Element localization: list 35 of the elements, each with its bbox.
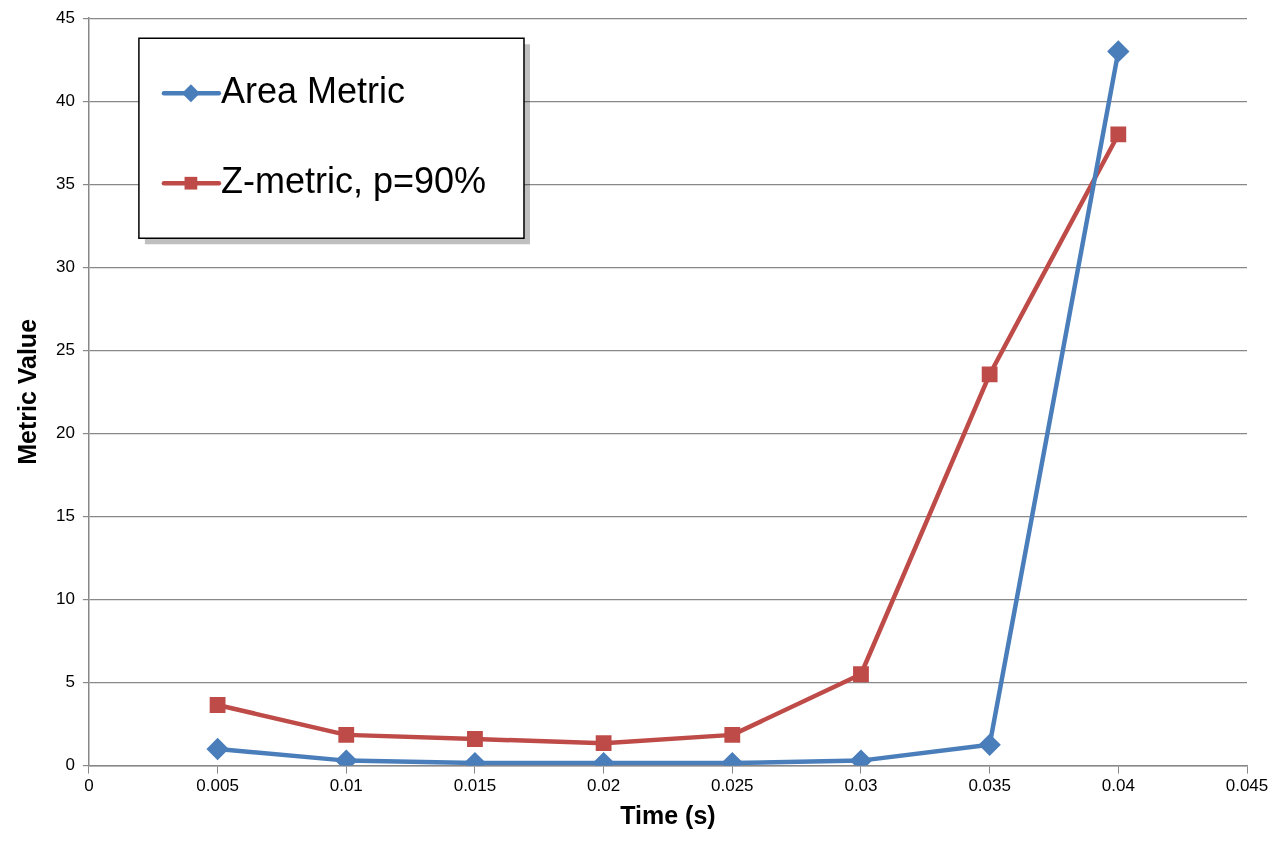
legend-label: Z-metric, p=90%	[220, 160, 486, 202]
y-tick-label: 45	[55, 7, 75, 27]
legend-label: Area Metric	[220, 70, 405, 112]
x-tick-label: 0.03	[844, 776, 878, 796]
x-tick-label: 0.045	[1225, 776, 1269, 796]
point	[207, 738, 228, 760]
point	[1108, 41, 1129, 62]
x-tick-label: 0.04	[1101, 776, 1135, 796]
y-tick-label: 10	[55, 589, 75, 609]
x-tick-label: 0.005	[196, 776, 239, 796]
y-tick-label: 15	[55, 506, 75, 526]
y-axis-title: Metric Value	[12, 318, 41, 465]
x-tick-label: 0.025	[711, 776, 754, 796]
x-tick-label: 0.02	[587, 776, 621, 796]
y-tick-label: 20	[55, 423, 75, 443]
point	[981, 366, 998, 383]
point	[595, 735, 612, 752]
point	[467, 731, 483, 747]
point	[724, 726, 741, 743]
x-tick-label: 0	[84, 776, 94, 796]
y-tick-label: 40	[55, 90, 75, 110]
x-tick-label: 0.015	[453, 776, 497, 796]
y-tick-label: 30	[55, 257, 75, 277]
point	[853, 666, 869, 683]
x-axis-title: Time (s)	[620, 800, 716, 829]
point	[979, 734, 1000, 756]
point	[209, 697, 226, 713]
y-tick-label: 5	[65, 672, 75, 692]
point	[1110, 126, 1127, 143]
x-tick-label: 0.01	[329, 776, 363, 796]
y-tick-label: 35	[55, 173, 75, 193]
x-tick-label: 0.035	[968, 776, 1011, 796]
point	[338, 726, 355, 743]
y-tick-label: 25	[55, 340, 75, 360]
y-tick-label: 0	[65, 755, 75, 775]
